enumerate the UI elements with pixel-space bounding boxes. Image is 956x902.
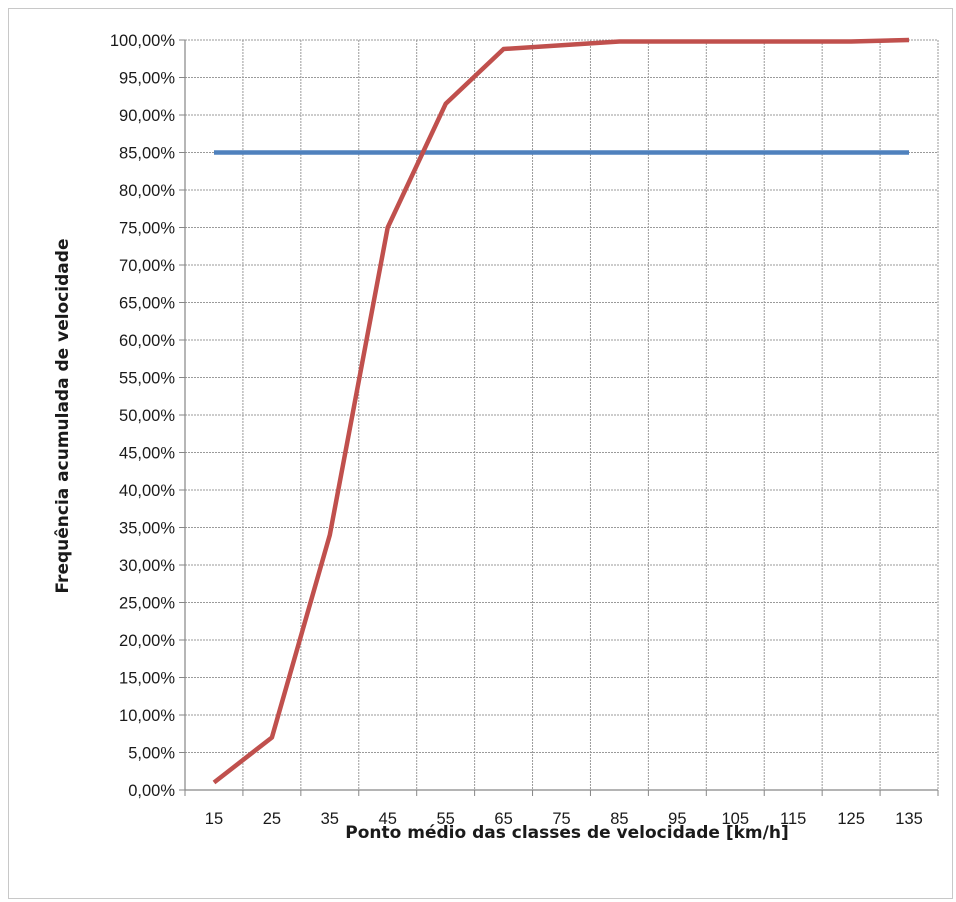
y-tick-label: 20,00% xyxy=(119,632,175,650)
x-tick-label: 55 xyxy=(436,810,454,828)
y-tick-label: 30,00% xyxy=(119,557,175,575)
y-tick-label: 10,00% xyxy=(119,707,175,725)
x-tick-label: 125 xyxy=(837,810,865,828)
y-tick-label: 70,00% xyxy=(119,257,175,275)
x-tick-label: 35 xyxy=(321,810,339,828)
y-tick-label: 25,00% xyxy=(119,595,175,613)
x-tick-label: 65 xyxy=(494,810,512,828)
x-tick-label: 25 xyxy=(263,810,281,828)
y-tick-label: 50,00% xyxy=(119,407,175,425)
x-tick-label: 45 xyxy=(379,810,397,828)
y-tick-label: 5,00% xyxy=(128,745,175,763)
y-tick-label: 100,00% xyxy=(110,32,175,50)
y-tick-labels: 0,00% 5,00% 10,00% 15,00% 20,00% 25,00% 30,00%… xyxy=(110,32,175,800)
x-axis-title: Ponto médio das classes de velocidade [k… xyxy=(345,823,788,843)
y-tick-label: 55,00% xyxy=(119,370,175,388)
y-tick-label: 45,00% xyxy=(119,445,175,463)
x-tick-label: 85 xyxy=(610,810,628,828)
y-tick-label: 90,00% xyxy=(119,107,175,125)
x-tick-label: 75 xyxy=(552,810,570,828)
x-tick-labels: 15 25 35 45 55 65 75 85 95 105 115 125 135 xyxy=(205,810,923,828)
axes xyxy=(179,39,939,796)
y-tick-label: 0,00% xyxy=(128,782,175,800)
y-tick-label: 95,00% xyxy=(119,70,175,88)
y-tick-label: 60,00% xyxy=(119,332,175,350)
x-tick-label: 105 xyxy=(722,810,750,828)
y-tick-label: 80,00% xyxy=(119,182,175,200)
x-tick-label: 15 xyxy=(205,810,223,828)
y-tick-label: 65,00% xyxy=(119,295,175,313)
y-tick-label: 40,00% xyxy=(119,482,175,500)
chart-frame xyxy=(8,8,953,899)
y-tick-label: 85,00% xyxy=(119,145,175,163)
y-tick-label: 35,00% xyxy=(119,520,175,538)
y-axis-title: Frequência acumulada de velocidade xyxy=(53,239,73,594)
y-tick-label: 15,00% xyxy=(119,670,175,688)
x-tick-label: 135 xyxy=(895,810,923,828)
series xyxy=(212,37,910,785)
x-tick-label: 115 xyxy=(780,810,806,828)
x-tick-label: 95 xyxy=(668,810,686,828)
y-tick-label: 75,00% xyxy=(119,220,175,238)
